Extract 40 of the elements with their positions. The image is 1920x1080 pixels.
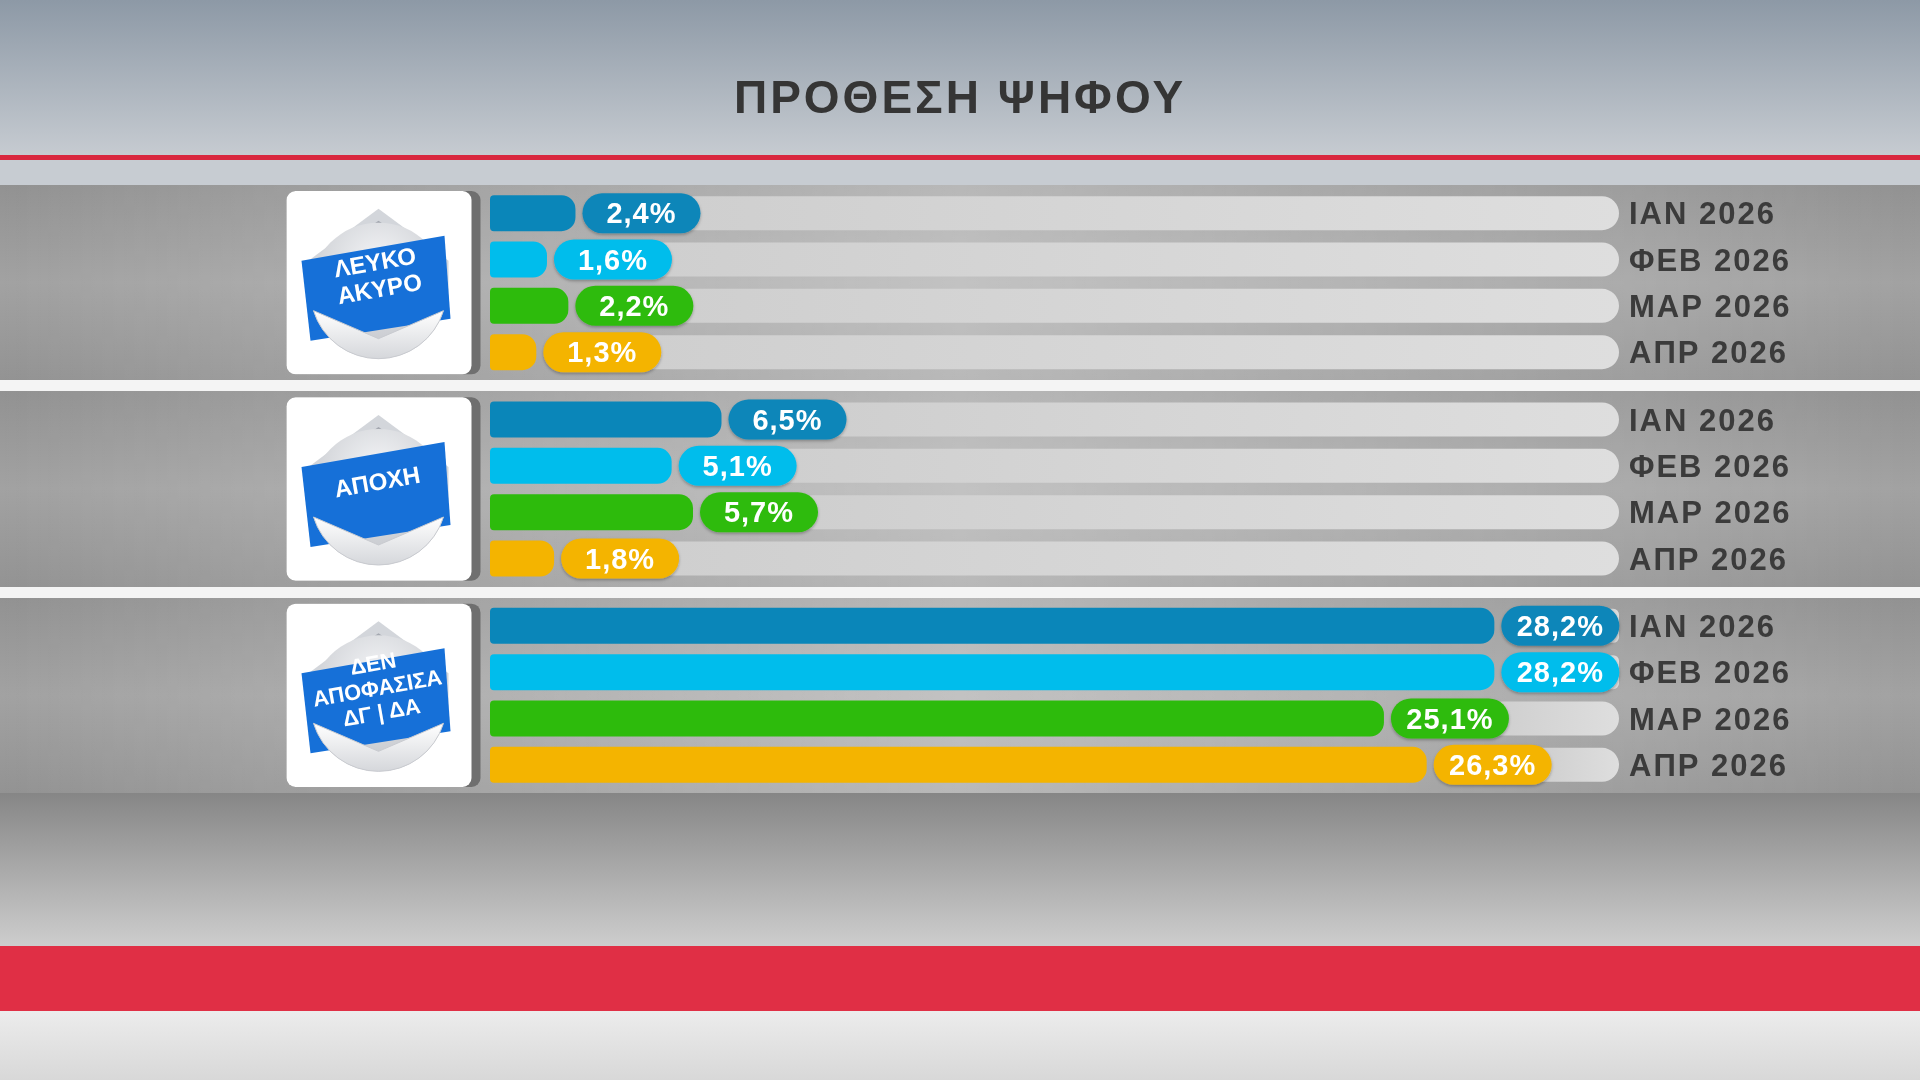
data-label: 1,8% bbox=[585, 542, 656, 575]
text: ΜΑΡ 2026 bbox=[1629, 494, 1792, 530]
y-tick-label: ΑΠΟΧΗ bbox=[332, 460, 423, 502]
text: ΦΕΒ 2026 bbox=[1629, 448, 1792, 484]
data-label: 28,2% bbox=[1516, 656, 1604, 689]
data-label: 5,1% bbox=[702, 449, 773, 482]
y-tick-label: ΛΕΥΚΟ ΑΚΥΡΟ bbox=[331, 241, 424, 309]
y-tick-label: ΔΕΝ ΑΠΟΦΑΣΙΣΑ ΔΓ | ΔΑ bbox=[310, 646, 444, 731]
data-label: 2,2% bbox=[599, 289, 670, 322]
data-label: 26,3% bbox=[1449, 748, 1537, 781]
data-label: 5,7% bbox=[723, 496, 795, 529]
bar bbox=[490, 494, 694, 531]
text: ΑΠΡ 2026 bbox=[1629, 334, 1789, 370]
data-label: 2,4% bbox=[606, 197, 677, 230]
data-label: 28,2% bbox=[1516, 609, 1604, 642]
bar bbox=[490, 447, 672, 484]
bar bbox=[490, 195, 576, 232]
data-label: 25,1% bbox=[1406, 702, 1494, 735]
bar bbox=[490, 241, 547, 278]
legend-label: ΜΑΡ 2026 bbox=[1629, 701, 1792, 736]
data-label: 6,5% bbox=[752, 403, 823, 436]
data-label: 1,6% bbox=[577, 243, 649, 276]
data-label: 1,3% bbox=[567, 336, 638, 369]
bar bbox=[490, 401, 722, 438]
bar bbox=[490, 607, 1495, 644]
text: ΙΑΝ 2026 bbox=[1629, 402, 1776, 437]
chart-title: ΠΡΟΘΕΣΗ ΨΗΦΟΥ bbox=[733, 71, 1187, 123]
legend-label: ΦΕΒ 2026 bbox=[1629, 654, 1792, 690]
bar bbox=[490, 334, 537, 371]
bar bbox=[490, 540, 555, 577]
bar bbox=[490, 746, 1427, 783]
text: ΙΑΝ 2026 bbox=[1629, 195, 1776, 231]
legend-label: ΙΑΝ 2026 bbox=[1629, 608, 1776, 644]
legend-label: ΑΠΡ 2026 bbox=[1629, 747, 1789, 783]
bar bbox=[490, 287, 569, 324]
text: ΜΑΡ 2026 bbox=[1629, 288, 1792, 324]
text: ΑΠΡ 2026 bbox=[1629, 541, 1789, 576]
text: ΦΕΒ 2026 bbox=[1629, 242, 1792, 277]
bar bbox=[490, 700, 1384, 737]
bar bbox=[490, 654, 1495, 691]
